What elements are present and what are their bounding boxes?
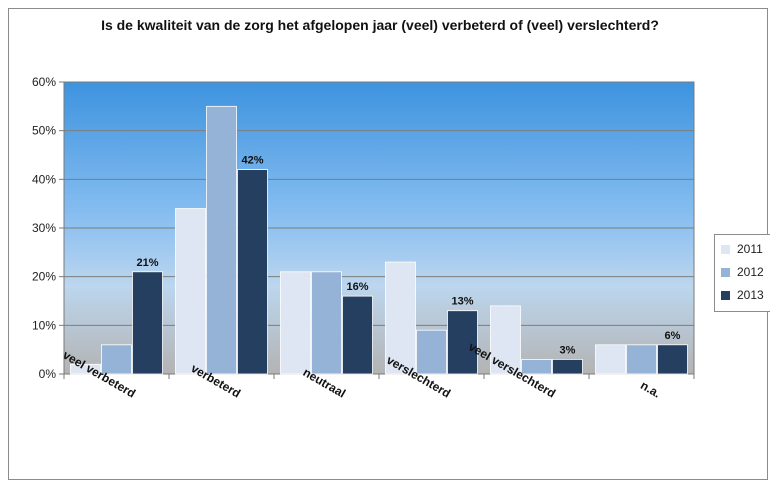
bar-2012-2 (206, 105, 237, 375)
bar-2011-5 (490, 305, 521, 375)
legend-label: 2012 (737, 265, 764, 279)
y-tick-label: 60% (32, 75, 56, 89)
bar-2011-3 (280, 271, 311, 375)
legend-swatch (721, 291, 730, 300)
bar-2013-5 (552, 358, 583, 375)
bar-2011-2 (175, 208, 206, 375)
bar-2013-2 (237, 169, 268, 375)
x-category-label: n.a. (638, 378, 663, 400)
legend-label: 2013 (737, 288, 764, 302)
legend-swatch (721, 268, 730, 277)
data-label: 16% (346, 281, 368, 293)
y-tick-label: 30% (32, 221, 56, 235)
bar-2013-4 (447, 310, 478, 375)
data-label: 42% (241, 155, 263, 167)
legend-label: 2011 (737, 242, 763, 256)
y-tick-label: 0% (39, 367, 57, 381)
y-tick-label: 40% (32, 172, 56, 186)
bar-2011-4 (385, 261, 416, 375)
legend: 2011 2012 2013 (714, 234, 770, 312)
data-label: 21% (136, 257, 158, 269)
bar-2012-1 (101, 344, 132, 375)
chart-title: Is de kwaliteit van de zorg het afgelope… (101, 17, 659, 33)
bar-2013-3 (342, 295, 373, 375)
legend-swatch (721, 245, 730, 254)
data-label: 6% (665, 330, 681, 342)
bar-2013-6 (657, 344, 688, 375)
y-tick-label: 20% (32, 270, 56, 284)
bar-2012-4 (416, 329, 447, 375)
bar-2012-5 (521, 358, 552, 375)
data-label: 3% (560, 344, 576, 356)
y-tick-label: 50% (32, 124, 56, 138)
bar-2011-6 (595, 344, 626, 375)
bar-2012-3 (311, 271, 342, 375)
bar-2013-1 (132, 271, 163, 375)
bar-2012-6 (626, 344, 657, 375)
data-label: 13% (451, 296, 473, 308)
y-tick-label: 10% (32, 318, 56, 332)
bar-2011-1 (70, 363, 101, 375)
